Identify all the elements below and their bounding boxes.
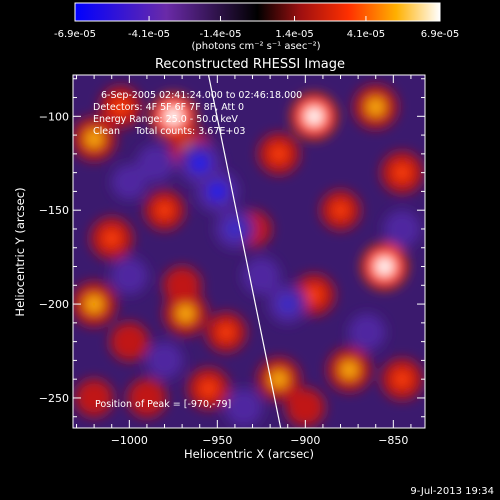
heatmap-blob <box>394 371 411 388</box>
info-line-3: Energy Range: 25.0 - 50.0 keV <box>93 114 238 125</box>
heatmap-blob <box>304 107 324 126</box>
colorbar-tick-label: 6.9e-05 <box>421 29 459 40</box>
heatmap-blob <box>122 175 136 189</box>
info-line-4: Clean Total counts: 3.67E+03 <box>93 126 245 137</box>
heatmap-blob <box>340 361 359 379</box>
heatmap-blob <box>270 370 288 388</box>
heatmap-blob <box>332 202 349 218</box>
heatmap-blob <box>121 334 137 349</box>
heatmap-blob <box>86 390 102 406</box>
y-tick-label: −150 <box>39 204 69 217</box>
heatmap-blob <box>174 278 190 293</box>
heatmap-blob <box>156 202 173 218</box>
colorbar-ticks: -6.9e-05 -4.1e-05 -1.4e-05 1.4e-05 4.1e-05 6.… <box>54 16 459 40</box>
heatmap-blob <box>103 230 120 247</box>
plot-date: 9-Jul-2013 19:34 <box>410 486 494 497</box>
heatmap-blob <box>139 390 155 406</box>
x-tick-label: −900 <box>290 434 320 447</box>
heatmap-blob <box>359 325 374 340</box>
colorbar-tick-label: -4.1e-05 <box>128 29 170 40</box>
heatmap-blob <box>85 130 103 148</box>
peak-position-text: Position of Peak = [-970,-79] <box>95 399 231 410</box>
heatmap-blob <box>148 156 163 171</box>
heatmap-blob <box>280 296 296 312</box>
colorbar-tick-label: -1.4e-05 <box>199 29 241 40</box>
heatmap-blob <box>297 399 313 415</box>
heatmap-blob <box>85 295 104 313</box>
heatmap-blob <box>375 257 394 276</box>
info-line-1: 6-Sep-2005 02:41:24.000 to 02:46:18.000 <box>101 90 302 101</box>
x-tick-label: −1000 <box>111 434 148 447</box>
heatmap-blob <box>157 353 172 368</box>
heatmap-blob <box>176 304 195 323</box>
colorbar-frame <box>74 2 441 22</box>
colorbar-gradient <box>75 3 440 21</box>
heatmap-blob <box>306 286 323 303</box>
heatmap-blob <box>218 324 234 340</box>
heatmap-blob <box>200 380 217 397</box>
x-tick-label: −950 <box>202 434 232 447</box>
heatmap-blob <box>164 107 183 126</box>
solar-limb-line <box>207 75 282 428</box>
heatmap-blob <box>395 222 410 236</box>
colorbar-tick-label: -6.9e-05 <box>54 29 96 40</box>
heatmap-blob <box>254 268 269 284</box>
heatmap-blob <box>191 154 209 172</box>
colorbar-units-label: (photons cm⁻² s⁻¹ asec⁻²) <box>191 41 320 52</box>
chart-title: Reconstructed RHESSI Image <box>155 57 345 72</box>
y-tick-label: −100 <box>39 110 69 123</box>
heatmap-blobs <box>73 85 424 427</box>
y-axis-label: Heliocentric Y (arcsec) <box>13 187 27 316</box>
x-axis-ticks: −1000 −950 −900 −850 <box>76 75 412 447</box>
heatmap-blob <box>393 164 411 181</box>
heatmap-blob <box>112 98 129 115</box>
plot-frame <box>72 74 426 429</box>
y-tick-label: −250 <box>39 392 69 405</box>
heatmap-blob <box>208 182 226 200</box>
heatmap-blob <box>236 400 251 415</box>
colorbar-tick-label: 1.4e-05 <box>275 29 313 40</box>
x-axis-label: Heliocentric X (arcsec) <box>184 447 314 461</box>
heatmap-blob <box>122 268 137 283</box>
heatmap-blob <box>270 145 287 162</box>
y-tick-label: −200 <box>39 298 69 311</box>
colorbar-tick-label: 4.1e-05 <box>347 29 385 40</box>
y-axis-ticks: −100 −150 −200 −250 <box>39 78 425 418</box>
info-line-2: Detectors: 4F 5F 6F 7F 8F, Att 0 <box>93 102 244 113</box>
heatmap-blob <box>367 98 385 116</box>
x-tick-label: −850 <box>378 434 408 447</box>
